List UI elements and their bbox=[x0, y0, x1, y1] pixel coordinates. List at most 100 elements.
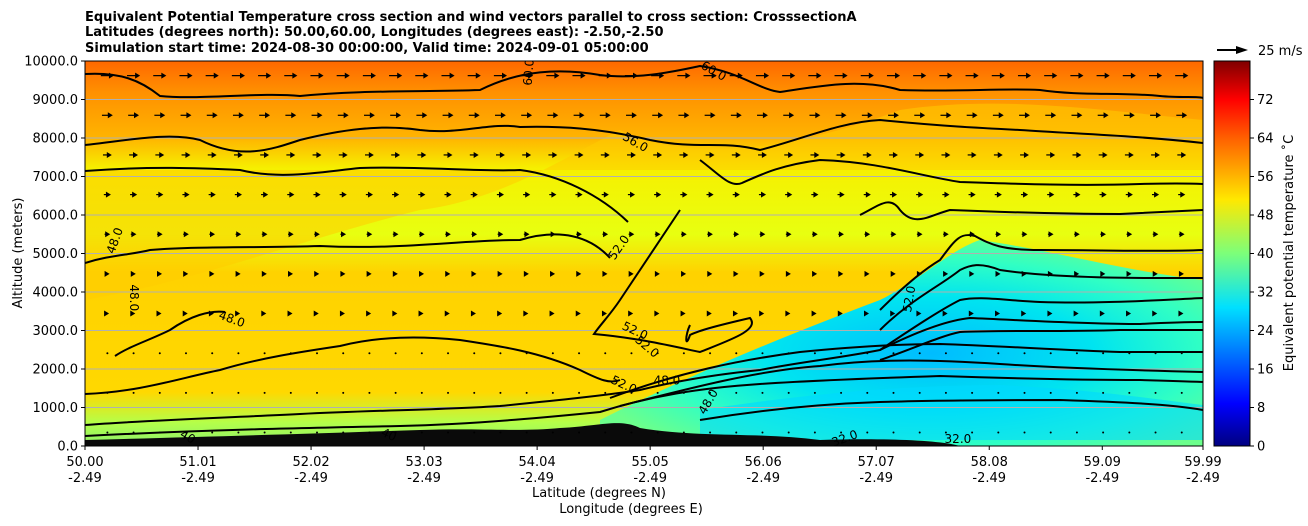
wind-arrow-head bbox=[785, 310, 791, 317]
wind-arrow-head bbox=[183, 231, 189, 238]
wind-arrow-dot bbox=[525, 352, 528, 355]
wind-arrow-dot bbox=[892, 431, 895, 434]
wind-arrow-dot bbox=[211, 391, 214, 394]
wind-arrow-8-8 bbox=[311, 112, 323, 119]
wind-arrow-9-14 bbox=[467, 72, 481, 79]
wind-arrow-head bbox=[736, 112, 742, 119]
wind-arrow-head bbox=[916, 310, 922, 317]
wind-arrow-6-22 bbox=[680, 191, 688, 198]
wind-arrow-head bbox=[658, 112, 664, 119]
wind-arrow-head bbox=[680, 310, 686, 317]
wind-arrow-head bbox=[159, 151, 165, 158]
wind-arrow-head bbox=[394, 191, 400, 198]
wind-arrow-2-41 bbox=[1180, 352, 1183, 355]
wind-arrow-0-4 bbox=[211, 431, 214, 434]
x-tick-lon-5: -2.49 bbox=[633, 471, 667, 486]
wind-arrow-1-11 bbox=[394, 391, 397, 394]
wind-arrow-6-24 bbox=[732, 191, 740, 198]
wind-arrow-dot bbox=[184, 352, 187, 355]
wind-arrow-dot bbox=[578, 391, 581, 394]
wind-arrow-3-13 bbox=[444, 310, 450, 317]
wind-arrow-4-17 bbox=[550, 270, 556, 277]
wind-arrow-head bbox=[212, 112, 218, 119]
wind-arrow-1-30 bbox=[892, 391, 895, 394]
wind-arrow-4-31 bbox=[916, 270, 922, 277]
x-tick-lat-8: 58.08 bbox=[971, 455, 1008, 470]
wind-arrow-head bbox=[130, 270, 136, 277]
x-tick-lat-10: 59.99 bbox=[1184, 455, 1221, 470]
wind-arrow-head bbox=[1073, 310, 1079, 317]
wind-arrow-head bbox=[550, 270, 556, 277]
wind-arrow-7-38 bbox=[1098, 151, 1108, 158]
wind-arrow-dot bbox=[1180, 391, 1183, 394]
wind-arrow-dot bbox=[211, 352, 214, 355]
wind-arrow-head bbox=[1021, 270, 1027, 277]
wind-arrow-dot bbox=[761, 431, 764, 434]
wind-arrow-5-11 bbox=[392, 231, 399, 238]
y-tick-label-5: 5000.0 bbox=[33, 247, 79, 262]
wind-arrow-head bbox=[943, 270, 949, 277]
contour-label-8: 48.0 bbox=[654, 373, 681, 387]
wind-arrow-head bbox=[183, 270, 189, 277]
wind-arrow-9-33 bbox=[965, 72, 979, 79]
wind-arrow-dot bbox=[787, 431, 790, 434]
wind-arrow-head bbox=[1047, 310, 1053, 317]
wind-arrow-head bbox=[945, 151, 951, 158]
wind-arrow-head bbox=[104, 270, 110, 277]
wind-arrow-head bbox=[864, 310, 870, 317]
wind-arrow-6-13 bbox=[444, 191, 452, 198]
wind-arrow-head bbox=[789, 112, 795, 119]
wind-arrow-6-23 bbox=[706, 191, 714, 198]
wind-arrow-2-7 bbox=[289, 352, 292, 355]
wind-arrow-head bbox=[366, 270, 372, 277]
wind-arrow-dot bbox=[316, 431, 319, 434]
wind-arrow-head bbox=[498, 191, 504, 198]
colorbar-label: Equivalent potential temperature ˚C bbox=[1281, 135, 1297, 371]
wind-arrow-2-40 bbox=[1154, 352, 1157, 355]
wind-arrow-0-23 bbox=[709, 431, 712, 434]
wind-arrow-2-18 bbox=[578, 352, 581, 355]
wind-arrow-head bbox=[685, 72, 691, 79]
wind-arrow-head bbox=[552, 151, 558, 158]
wind-arrow-8-17 bbox=[547, 112, 559, 119]
wind-arrow-2-8 bbox=[316, 352, 319, 355]
wind-arrow-3-28 bbox=[837, 310, 843, 317]
wind-arrow-head bbox=[630, 191, 636, 198]
wind-arrow-dot bbox=[289, 352, 292, 355]
wind-arrow-2-20 bbox=[630, 352, 633, 355]
wind-arrow-4-35 bbox=[1021, 270, 1027, 277]
wind-arrow-head bbox=[916, 270, 922, 277]
wind-arrow-head bbox=[972, 112, 978, 119]
wind-arrow-2-29 bbox=[866, 352, 869, 355]
wind-arrow-dot bbox=[525, 431, 528, 434]
wind-arrow-head bbox=[157, 231, 163, 238]
wind-arrow-2-34 bbox=[997, 352, 1000, 355]
wind-arrow-head bbox=[708, 191, 714, 198]
x-tick-lat-6: 56.06 bbox=[745, 455, 782, 470]
wind-arrow-3-36 bbox=[1047, 310, 1053, 317]
wind-arrow-head bbox=[1049, 191, 1055, 198]
wind-arrow-dot bbox=[342, 352, 345, 355]
wind-arrow-dot bbox=[1154, 391, 1157, 394]
wind-arrow-0-20 bbox=[630, 431, 633, 434]
wind-arrow-dot bbox=[866, 352, 869, 355]
wind-arrow-7-14 bbox=[469, 151, 479, 158]
wind-arrow-8-13 bbox=[442, 112, 454, 119]
wind-arrow-dot bbox=[735, 431, 738, 434]
wind-arrow-5-33 bbox=[969, 231, 975, 238]
wind-arrow-9-3 bbox=[179, 72, 193, 79]
wind-arrow-9-20 bbox=[624, 72, 639, 79]
wind-arrow-6-9 bbox=[339, 191, 347, 198]
wind-arrow-2-37 bbox=[1075, 352, 1078, 355]
wind-arrow-6-5 bbox=[234, 191, 242, 198]
wind-arrow-5-15 bbox=[497, 231, 504, 238]
wind-arrow-dot bbox=[813, 431, 816, 434]
wind-arrow-head bbox=[445, 231, 451, 238]
wind-arrow-9-12 bbox=[415, 72, 429, 79]
wind-arrow-head bbox=[264, 151, 270, 158]
wind-arrow-4-26 bbox=[785, 270, 791, 277]
wind-arrow-head bbox=[210, 231, 216, 238]
wind-arrow-head bbox=[842, 72, 848, 79]
wind-arrow-7-3 bbox=[181, 151, 191, 158]
wind-arrow-7-35 bbox=[1020, 151, 1029, 158]
